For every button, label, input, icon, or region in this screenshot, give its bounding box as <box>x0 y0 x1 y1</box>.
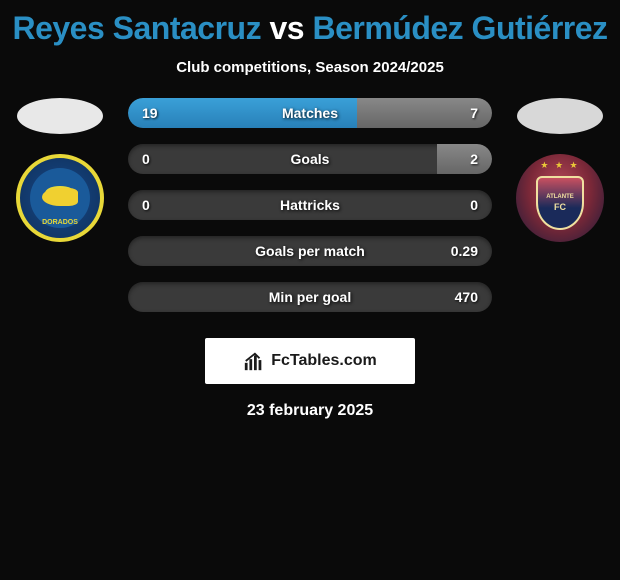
stat-label: Hattricks <box>280 197 340 213</box>
club-right-label: ATLANTE <box>546 194 574 200</box>
stat-bar: 19 Matches 7 <box>128 98 492 128</box>
comparison-infographic: Reyes Santacruz vs Bermúdez Gutiérrez Cl… <box>0 0 620 430</box>
stat-value-left: 0 <box>142 151 150 167</box>
branding-box: FcTables.com <box>205 338 415 384</box>
player1-name: Reyes Santacruz <box>12 10 261 46</box>
right-column: ★ ★ ★ ATLANTE FC <box>510 98 610 242</box>
stat-value-right: 0 <box>470 197 478 213</box>
club-badge-left: DORADOS <box>16 154 104 242</box>
player1-avatar-placeholder <box>17 98 103 134</box>
stat-label: Min per goal <box>269 289 351 305</box>
stat-label: Goals <box>291 151 330 167</box>
stat-label: Matches <box>282 105 338 121</box>
stat-value-left: 19 <box>142 105 158 121</box>
player2-avatar-placeholder <box>517 98 603 134</box>
stat-value-right: 0.29 <box>451 243 478 259</box>
chart-icon <box>243 350 265 372</box>
stat-bar: Goals per match 0.29 <box>128 236 492 266</box>
date-text: 23 february 2025 <box>0 402 620 420</box>
stat-value-left: 0 <box>142 197 150 213</box>
stars-icon: ★ ★ ★ <box>540 160 579 171</box>
player2-name: Bermúdez Gutiérrez <box>312 10 607 46</box>
stats-column: 19 Matches 7 0 Goals 2 0 Hattricks 0 Goals per ma… <box>110 98 510 328</box>
shield-icon: ATLANTE FC <box>536 176 584 230</box>
stat-bar: Min per goal 470 <box>128 282 492 312</box>
club-left-label: DORADOS <box>42 219 78 226</box>
stat-bar: 0 Hattricks 0 <box>128 190 492 220</box>
vs-text: vs <box>269 10 304 46</box>
page-title: Reyes Santacruz vs Bermúdez Gutiérrez <box>0 10 620 47</box>
subtitle: Club competitions, Season 2024/2025 <box>0 59 620 76</box>
stat-bar: 0 Goals 2 <box>128 144 492 174</box>
branding-text: FcTables.com <box>271 352 377 370</box>
stat-value-right: 2 <box>470 151 478 167</box>
club-right-fc: FC <box>554 202 566 212</box>
stat-value-right: 7 <box>470 105 478 121</box>
main-row: DORADOS 19 Matches 7 0 Goals 2 0 Hattricks 0 Goal… <box>0 98 620 328</box>
stat-label: Goals per match <box>255 243 365 259</box>
club-badge-right: ★ ★ ★ ATLANTE FC <box>516 154 604 242</box>
stat-value-right: 470 <box>455 289 478 305</box>
stat-fill-right <box>437 144 492 174</box>
left-column: DORADOS <box>10 98 110 242</box>
fish-icon <box>42 188 78 206</box>
